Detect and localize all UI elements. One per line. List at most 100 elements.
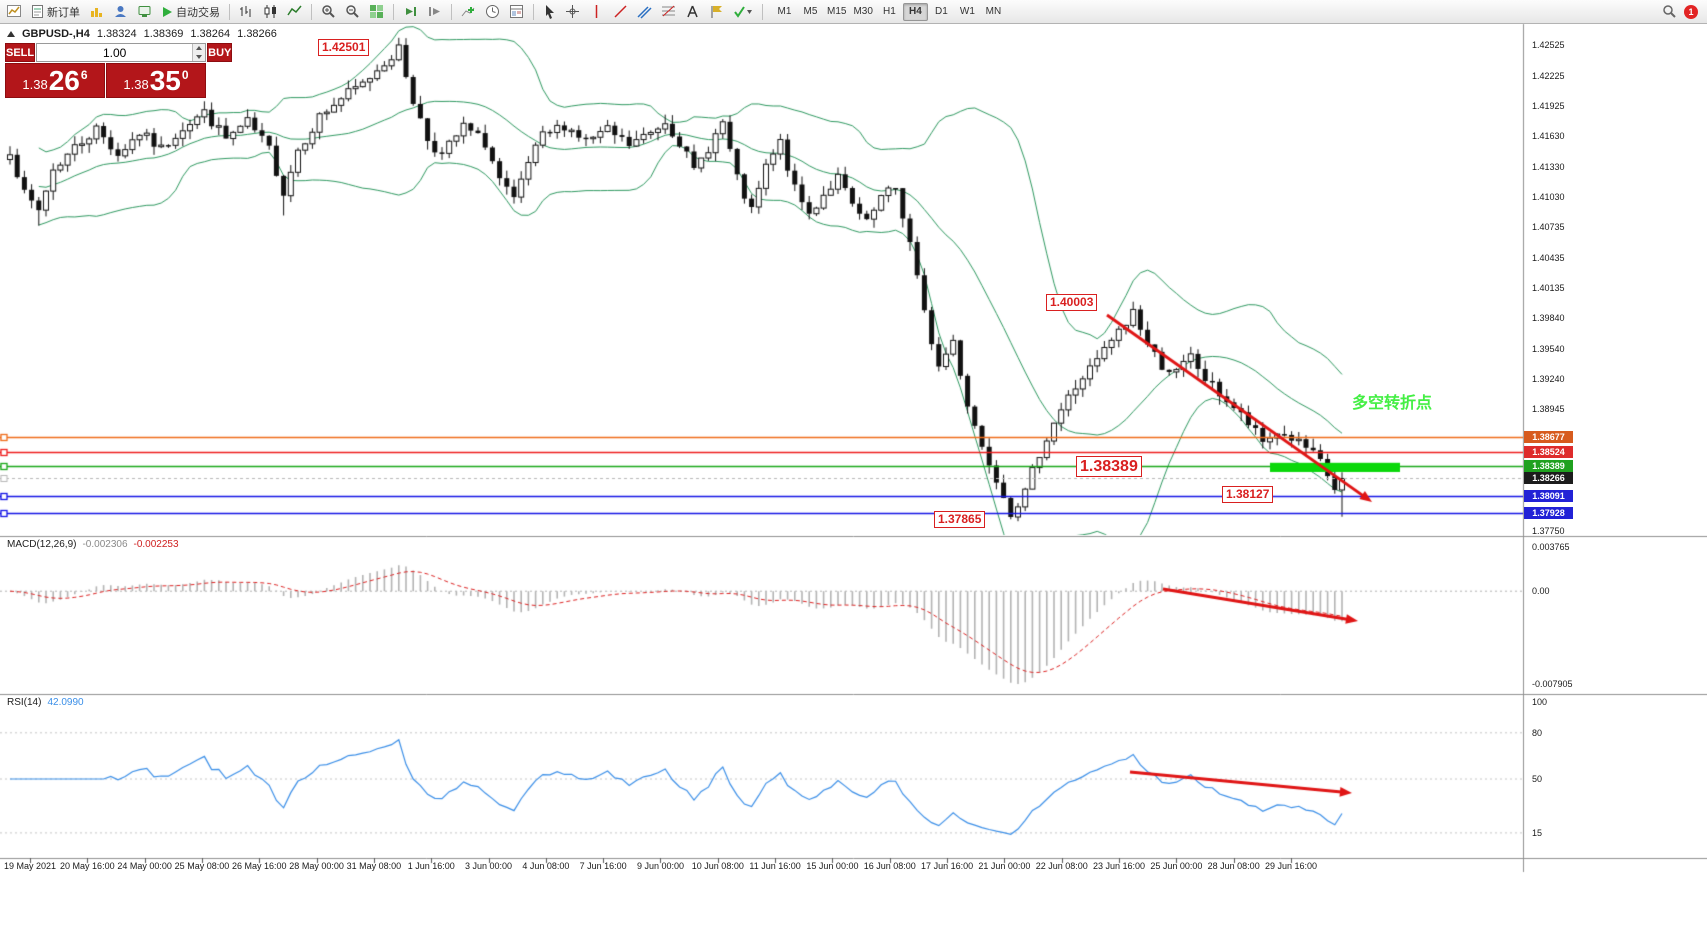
time-tick-label: 29 Jun 16:00 <box>1264 861 1318 871</box>
crosshair-tool-icon[interactable] <box>561 2 584 22</box>
timeframe-mn[interactable]: MN <box>985 6 1002 17</box>
rsi-scale-tick: 80 <box>1532 727 1543 738</box>
ohlc-close: 1.38266 <box>237 28 277 40</box>
price-tag: 1.38266 <box>1524 472 1573 485</box>
time-tick-label: 3 Jun 00:00 <box>465 861 513 871</box>
time-tick-label: 9 Jun 00:00 <box>636 861 685 871</box>
trendline-tool-icon[interactable] <box>609 2 632 22</box>
vertical-line-tool-icon[interactable] <box>585 2 608 22</box>
price-callout-level[interactable]: 1.38389 <box>1076 456 1142 477</box>
time-tick-label: 17 Jun 16:00 <box>921 861 974 871</box>
indicators-icon[interactable] <box>457 2 480 22</box>
price-callout-high[interactable]: 1.42501 <box>318 39 370 56</box>
timeframe-d1[interactable]: D1 <box>935 6 948 17</box>
buy-price-big: 35 <box>149 64 181 96</box>
timeframe-m1[interactable]: M1 <box>777 6 792 17</box>
ohlc-low: 1.38264 <box>190 28 231 40</box>
timeframe-m30[interactable]: M30 <box>853 6 873 17</box>
price-tick: 1.41030 <box>1532 192 1565 203</box>
auto-trading-button[interactable]: 自动交易 <box>157 2 224 22</box>
chart-window-icon[interactable] <box>3 2 26 22</box>
price-callout-low[interactable]: 1.37865 <box>934 511 986 528</box>
toolbar-separator <box>311 3 312 20</box>
tile-windows-icon[interactable] <box>365 2 388 22</box>
time-tick-label: 28 Jun 08:00 <box>1207 861 1260 871</box>
time-tick-label: 7 Jun 16:00 <box>579 861 627 871</box>
zoom-out-icon[interactable] <box>341 2 364 22</box>
time-tick-label: 11 Jun 16:00 <box>749 861 801 871</box>
price-tick: 1.41330 <box>1532 161 1565 172</box>
timeframe-h4[interactable]: H4 <box>902 2 928 21</box>
volume-control <box>36 43 207 62</box>
sell-price-big: 26 <box>48 64 80 96</box>
toolbar: 新订单 自动交易 M1 M5 M15 M30 H1 H4 D1 W1 MN 1 <box>0 0 1707 24</box>
macd-main-value: -0.002306 <box>82 539 128 550</box>
periods-icon[interactable] <box>481 2 504 22</box>
toolbar-separator <box>393 3 394 20</box>
macd-name: MACD(12,26,9) <box>7 539 77 550</box>
notification-badge[interactable]: 1 <box>1684 4 1698 19</box>
toolbar-separator <box>451 3 452 20</box>
bar-chart-icon[interactable] <box>235 2 258 22</box>
time-tick-label: 25 May 08:00 <box>174 861 230 871</box>
timeframe-m15[interactable]: M15 <box>827 6 847 17</box>
templates-icon[interactable] <box>505 2 528 22</box>
new-order-button[interactable]: 新订单 <box>27 2 84 22</box>
auto-trading-label: 自动交易 <box>176 6 220 19</box>
timeframe-m5[interactable]: M5 <box>803 6 818 17</box>
channel-tool-icon[interactable] <box>633 2 656 22</box>
time-tick-label: 25 Jun 00:00 <box>1150 861 1203 871</box>
symbol-header: GBPUSD-,H4 1.38324 1.38369 1.38264 1.382… <box>7 28 277 40</box>
volume-increase-button[interactable] <box>193 44 206 53</box>
auto-scroll-icon[interactable] <box>399 2 422 22</box>
time-tick-label: 22 Jun 08:00 <box>1035 861 1088 871</box>
price-tick: 1.42525 <box>1532 40 1565 50</box>
navigator-icon[interactable] <box>109 2 132 22</box>
new-order-label: 新订单 <box>47 6 80 19</box>
price-tag: 1.37928 <box>1524 506 1573 519</box>
time-tick-label: 28 May 00:00 <box>289 861 344 871</box>
time-tick-label: 26 May 16:00 <box>231 861 287 871</box>
search-icon[interactable] <box>1658 2 1681 22</box>
timeframe-w1[interactable]: W1 <box>959 6 975 17</box>
sell-price-pip: 6 <box>80 67 88 82</box>
timeframe-h1[interactable]: H1 <box>883 6 896 17</box>
market-watch-icon[interactable] <box>85 2 108 22</box>
time-tick-label: 4 Jun 08:00 <box>522 861 570 871</box>
play-icon <box>163 6 172 17</box>
price-tick: 1.40735 <box>1532 222 1565 233</box>
price-tick: 1.40135 <box>1532 283 1565 294</box>
time-tick-label: 23 Jun 16:00 <box>1093 861 1146 871</box>
price-tick: 1.42225 <box>1532 70 1565 81</box>
price-callout-support[interactable]: 1.38127 <box>1222 486 1274 503</box>
terminal-icon[interactable] <box>133 2 156 22</box>
volume-input[interactable] <box>37 44 193 61</box>
rsi-value: 42.0990 <box>47 697 84 708</box>
buy-price-button[interactable]: 1.38 35 0 <box>106 63 206 98</box>
buy-button[interactable]: BUY <box>207 43 233 62</box>
price-tick: 1.41630 <box>1532 131 1565 142</box>
line-chart-icon[interactable] <box>283 2 306 22</box>
text-tool-icon[interactable] <box>681 2 704 22</box>
collapse-panel-icon[interactable] <box>7 31 15 37</box>
fibonacci-tool-icon[interactable] <box>657 2 680 22</box>
sell-price-button[interactable]: 1.38 26 6 <box>5 63 105 98</box>
arrows-tool-icon[interactable] <box>729 2 757 22</box>
volume-decrease-button[interactable] <box>193 52 206 61</box>
price-callout-swing[interactable]: 1.40003 <box>1046 294 1098 311</box>
chevron-down-icon <box>196 54 203 59</box>
macd-scale-tick: 0.00 <box>1532 586 1550 597</box>
chart-shift-icon[interactable] <box>423 2 446 22</box>
sell-button[interactable]: SELL <box>5 43 36 62</box>
candlestick-chart-icon[interactable] <box>259 2 282 22</box>
timeframe-group: M1 M5 M15 M30 H1 H4 D1 W1 MN <box>772 2 1006 21</box>
rsi-scale-tick: 100 <box>1532 697 1548 707</box>
chart-note-text[interactable]: 多空转折点 <box>1352 395 1433 412</box>
ohlc-high: 1.38369 <box>143 28 184 40</box>
zoom-in-icon[interactable] <box>317 2 340 22</box>
toolbar-separator <box>229 3 230 20</box>
label-tool-icon[interactable] <box>705 2 728 22</box>
rsi-name: RSI(14) <box>7 697 42 708</box>
cursor-tool-icon[interactable] <box>539 2 560 22</box>
